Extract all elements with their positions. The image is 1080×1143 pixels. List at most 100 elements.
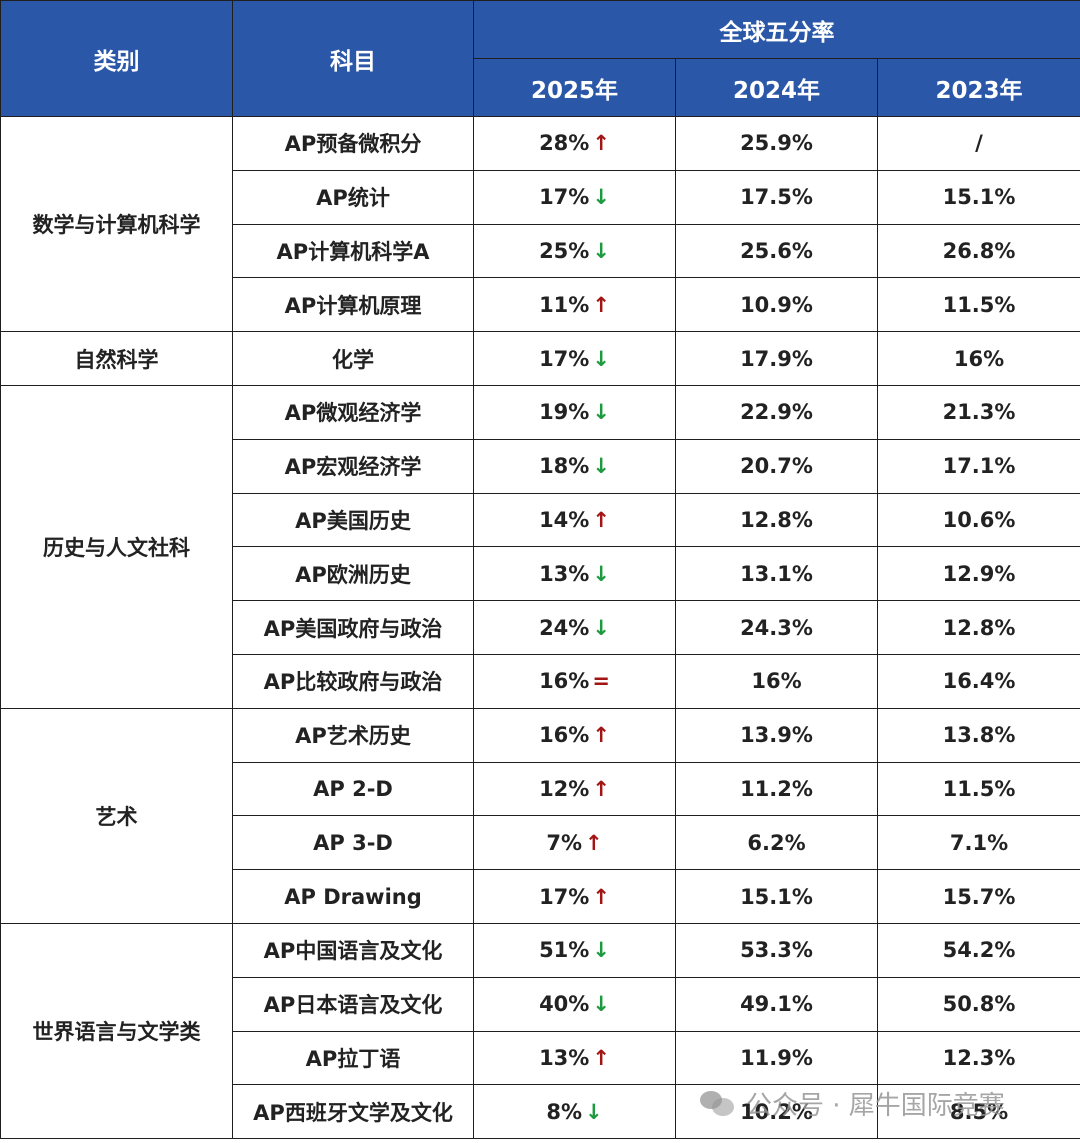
trend-down-icon: ↓ (592, 400, 610, 425)
header-group: 全球五分率 (472, 0, 1080, 59)
rate-2024-cell: 49.1% (675, 976, 878, 1032)
subject-cell: AP中国语言及文化 (232, 922, 474, 978)
rate-2025-value: 11% (539, 292, 590, 317)
table-row: AP欧洲历史 13% ↓ 13.1% 12.9% (1, 546, 1080, 602)
rate-2025-value: 7% (546, 830, 583, 855)
rate-2025-cell: 17% ↓ (473, 169, 676, 225)
rate-2023-cell: 26.8% (876, 223, 1080, 279)
table-row: AP比较政府与政治 16% = 16% 16.4% (1, 653, 1080, 709)
rate-2025-value: 17% (539, 346, 590, 371)
table-row: AP计算机原理 11% ↑ 10.9% 11.5% (1, 277, 1080, 333)
trend-down-icon: ↓ (585, 1099, 603, 1124)
rate-2024-cell: 13.9% (675, 707, 878, 763)
subject-cell: AP艺术历史 (232, 707, 474, 763)
rate-2025-cell: 25% ↓ (473, 223, 676, 279)
category-cell: 历史与人文社科 (0, 384, 233, 709)
rate-2025-cell: 16% ↑ (473, 707, 676, 763)
rate-2025-value: 16% (539, 669, 590, 694)
trend-down-icon: ↓ (592, 615, 610, 640)
subject-cell: AP美国历史 (232, 492, 474, 548)
rate-2024-cell: 20.7% (675, 438, 878, 494)
rate-2025-value: 12% (539, 776, 590, 801)
rate-2024-cell: 53.3% (675, 922, 878, 978)
subject-cell: 化学 (232, 331, 474, 386)
table-row: 艺术 AP艺术历史 16% ↑ 13.9% 13.8% (0, 707, 1080, 924)
trend-up-icon: ↑ (592, 723, 610, 748)
rate-2025-cell: 11% ↑ (473, 277, 676, 333)
rate-2023-cell: / (876, 116, 1080, 171)
trend-up-icon: ↑ (592, 1045, 610, 1070)
subject-cell: AP微观经济学 (232, 384, 474, 440)
rate-2023-cell: 12.9% (876, 546, 1080, 602)
table-row: 历史与人文社科 AP微观经济学 19% ↓ 22.9% 21.3% (0, 384, 1080, 709)
table-row: AP计算机科学A 25% ↓ 25.6% 26.8% (1, 223, 1080, 279)
table-row: AP 3-D 7% ↑ 6.2% 7.1% (1, 815, 1080, 871)
rate-2024-cell: 11.9% (675, 1030, 878, 1086)
rate-2024-cell: 17.5% (675, 169, 878, 225)
table-row: AP 2-D 12% ↑ 11.2% 11.5% (1, 761, 1080, 817)
rate-2025-cell: 16% = (473, 653, 676, 709)
rate-2025-cell: 51% ↓ (473, 922, 676, 978)
subject-cell: AP Drawing (232, 869, 474, 924)
rate-2024-cell: 17.9% (675, 331, 878, 386)
header-category: 类别 (0, 0, 233, 117)
trend-down-icon: ↓ (592, 561, 610, 586)
table-row: AP西班牙文学及文化 8% ↓ 10.2% 8.5% (1, 1084, 1080, 1140)
rate-2025-value: 14% (539, 507, 590, 532)
rate-2023-cell: 12.8% (876, 600, 1080, 655)
category-cell: 自然科学 (0, 331, 233, 386)
trend-down-icon: ↓ (592, 992, 610, 1017)
trend-up-icon: ↑ (592, 776, 610, 801)
rate-2025-value: 40% (539, 992, 590, 1017)
rate-2025-cell: 19% ↓ (473, 384, 676, 440)
trend-up-icon: ↑ (585, 830, 603, 855)
table-row: AP Drawing 17% ↑ 15.1% 15.7% (1, 869, 1080, 924)
header-year-2024: 2024年 (675, 58, 878, 117)
rate-2023-cell: 15.1% (876, 169, 1080, 225)
table-row: AP美国政府与政治 24% ↓ 24.3% 12.8% (1, 600, 1080, 655)
category-cell: 数学与计算机科学 (0, 115, 233, 333)
subject-cell: AP欧洲历史 (232, 546, 474, 602)
rate-2025-value: 16% (539, 723, 590, 748)
trend-down-icon: ↓ (592, 454, 610, 479)
table-header: 类别 科目 全球五分率 2025年 2024年 2023年 (0, 0, 1080, 117)
rate-2025-value: 17% (539, 185, 590, 210)
table-row: 世界语言与文学类 AP中国语言及文化 51% ↓ 53.3% 54.2% (0, 922, 1080, 1140)
rate-2025-value: 19% (539, 400, 590, 425)
rate-2025-cell: 14% ↑ (473, 492, 676, 548)
subject-cell: AP预备微积分 (232, 116, 474, 171)
rate-2024-cell: 6.2% (675, 815, 878, 871)
rate-2023-cell: 21.3% (876, 384, 1080, 440)
trend-eq-icon: = (592, 669, 610, 694)
rate-2025-cell: 40% ↓ (473, 976, 676, 1032)
table-row: 自然科学 化学 17% ↓ 17.9% 16% (0, 331, 1080, 386)
rate-2023-cell: 15.7% (876, 869, 1080, 924)
rate-2023-cell: 17.1% (876, 438, 1080, 494)
subject-cell: AP宏观经济学 (232, 438, 474, 494)
subject-cell: AP计算机科学A (232, 223, 474, 279)
header-year-2025: 2025年 (473, 58, 676, 117)
trend-up-icon: ↑ (592, 131, 610, 156)
rate-2025-cell: 28% ↑ (473, 116, 676, 171)
rate-2024-cell: 15.1% (675, 869, 878, 924)
category-cell: 世界语言与文学类 (0, 922, 233, 1140)
category-cell: 艺术 (0, 707, 233, 924)
subject-cell: AP拉丁语 (232, 1030, 474, 1086)
rate-2023-cell: 12.3% (876, 1030, 1080, 1086)
rate-2024-cell: 22.9% (675, 384, 878, 440)
rate-2024-cell: 13.1% (675, 546, 878, 602)
subject-cell: AP西班牙文学及文化 (232, 1084, 474, 1140)
table-row: 数学与计算机科学 AP预备微积分 28% ↑ 25.9% / (0, 115, 1080, 333)
rate-2025-cell: 13% ↑ (473, 1030, 676, 1086)
rate-2025-value: 13% (539, 1045, 590, 1070)
trend-down-icon: ↓ (592, 185, 610, 210)
rate-2023-cell: 8.5% (876, 1084, 1080, 1140)
rate-2025-value: 8% (546, 1099, 583, 1124)
trend-up-icon: ↑ (592, 507, 610, 532)
rate-2025-cell: 12% ↑ (473, 761, 676, 817)
subject-cell: AP计算机原理 (232, 277, 474, 333)
trend-up-icon: ↑ (592, 292, 610, 317)
rate-2024-cell: 12.8% (675, 492, 878, 548)
table-row: AP宏观经济学 18% ↓ 20.7% 17.1% (1, 438, 1080, 494)
